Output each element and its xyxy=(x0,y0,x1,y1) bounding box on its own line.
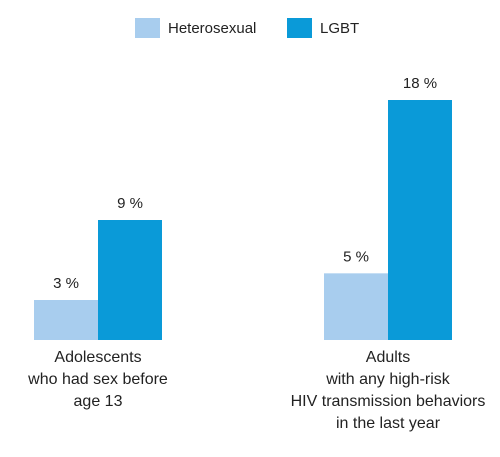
bar xyxy=(98,220,162,340)
category-label: with any high-risk xyxy=(325,371,451,388)
legend-swatch xyxy=(287,18,312,38)
category-label: Adults xyxy=(366,349,410,366)
legend-swatch xyxy=(135,18,160,38)
legend-label: Heterosexual xyxy=(168,20,256,37)
category-label: who had sex before xyxy=(27,371,168,388)
category-label: in the last year xyxy=(336,415,441,432)
value-label: 3 % xyxy=(53,275,79,292)
bar xyxy=(324,273,388,340)
bar xyxy=(388,100,452,340)
category-label: HIV transmission behaviors xyxy=(291,393,486,410)
legend-label: LGBT xyxy=(320,20,359,37)
value-label: 18 % xyxy=(403,75,437,92)
value-label: 5 % xyxy=(343,248,369,265)
category-label: age 13 xyxy=(74,393,123,410)
value-label: 9 % xyxy=(117,195,143,212)
category-label: Adolescents xyxy=(54,349,141,366)
bar xyxy=(34,300,98,340)
